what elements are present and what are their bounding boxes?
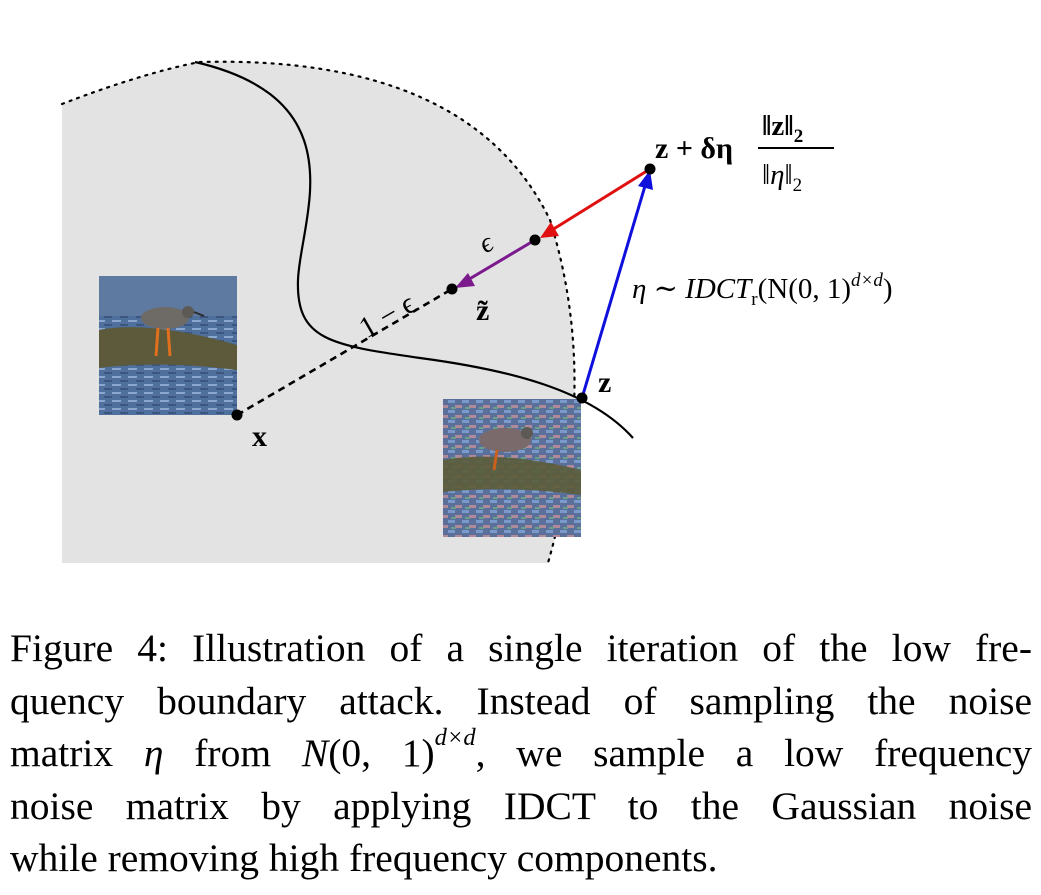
- caption-text: matrix: [10, 731, 144, 775]
- caption-line-4: noise matrix by applying IDCT to the Gau…: [10, 783, 1032, 828]
- blue-arrow: [580, 170, 653, 399]
- point-z: [576, 392, 588, 404]
- update-num-sub: 2: [794, 126, 804, 147]
- update-num: ‖z‖: [762, 110, 794, 142]
- point-boundary: [529, 234, 541, 246]
- purple-arrow: [455, 238, 536, 288]
- point-z-tilde: [446, 283, 458, 295]
- caption-line-5: while removing high frequency components…: [10, 836, 718, 880]
- caption-eta: η: [143, 731, 164, 775]
- decision-boundary-curve: [194, 60, 634, 439]
- caption-text: , we sample a low frequency: [475, 731, 1032, 775]
- red-arrow: [540, 167, 651, 238]
- update-den: ‖η‖: [762, 159, 793, 191]
- label-eta-distribution: η ∼ IDCTr(N(0, 1)d×d): [632, 270, 893, 310]
- eta-sup: d×d: [851, 270, 883, 291]
- point-perturbed: [644, 163, 656, 175]
- adversarial-image: [443, 399, 581, 537]
- caption-sup: d×d: [434, 724, 476, 752]
- eta-args: (N(0, 1): [758, 273, 851, 305]
- caption-text: from: [163, 731, 302, 775]
- boundary-attack-diagram: x z z̃ ϵ 1 − ϵ η ∼ IDCTr(N(0, 1)d×d) z +…: [60, 60, 893, 565]
- original-image: [99, 276, 237, 415]
- caption-line-1: Figure 4: Illustration of a single itera…: [10, 626, 1032, 670]
- figure-caption: Figure 4: Illustration of a single itera…: [10, 622, 1032, 885]
- label-z: z: [598, 366, 611, 399]
- caption-line-3: matrix η from N(0, 1)d×d, we sample a lo…: [10, 724, 1032, 780]
- eta-prefix: η ∼ IDCT: [632, 273, 753, 305]
- caption-args: (0, 1): [328, 731, 435, 775]
- eta-sub: r: [751, 289, 758, 310]
- svg-text:z + δη: z + δη: [655, 132, 733, 165]
- label-update-formula: z + δη ‖z‖2 ‖η‖2: [655, 110, 834, 196]
- caption-line-2: quency boundary attack. Instead of sampl…: [10, 678, 1032, 723]
- dotted-boundary-arc: [60, 60, 576, 565]
- update-den-sub: 2: [793, 175, 803, 196]
- caption-N: N: [301, 731, 329, 775]
- label-x: x: [252, 420, 267, 453]
- eta-close: ): [883, 273, 893, 305]
- update-prefix: z + δη: [655, 132, 733, 165]
- dashed-line-x-to-ztilde: [236, 287, 453, 417]
- svg-text:‖z‖2: ‖z‖2: [762, 110, 803, 147]
- label-z-tilde: z̃: [476, 294, 489, 327]
- point-x: [231, 409, 243, 421]
- svg-text:‖η‖2: ‖η‖2: [762, 159, 802, 196]
